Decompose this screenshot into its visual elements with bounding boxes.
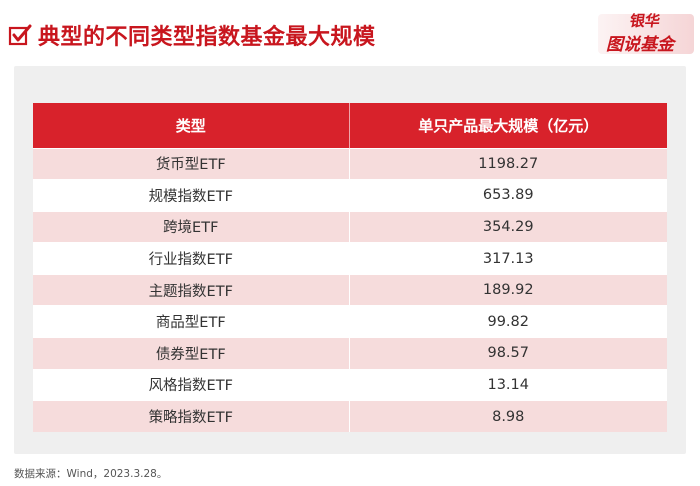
data-source-note: 数据来源：Wind，2023.3.28。 [14,468,168,480]
table-header-row: 类型 单只产品最大规模（亿元） [33,103,667,148]
table-row: 债券型ETF 98.57 [33,337,667,370]
column-header-type: 类型 [33,103,350,148]
logo-background [598,14,694,54]
fund-type-cell: 商品型ETF [33,305,350,338]
page-title: 典型的不同类型指数基金最大规模 [38,25,376,50]
fund-type-cell: 债券型ETF [33,337,350,370]
max-size-cell: 98.57 [349,337,667,370]
max-size-cell: 8.98 [349,400,667,433]
fund-type-cell: 规模指数ETF [33,179,350,212]
fund-type-cell: 风格指数ETF [33,368,350,401]
fund-type-cell: 行业指数ETF [33,242,350,275]
fund-type-cell: 跨境ETF [33,210,350,243]
column-header-max-size: 单只产品最大规模（亿元） [349,103,667,148]
fund-type-cell: 策略指数ETF [33,400,350,433]
max-size-cell: 653.89 [349,179,667,212]
table-row: 策略指数ETF 8.98 [33,400,667,433]
table-row: 商品型ETF 99.82 [33,305,667,338]
max-size-cell: 189.92 [349,273,667,306]
fund-size-table: 类型 单只产品最大规模（亿元） 货币型ETF 1198.27 规模指数ETF 6… [33,103,667,433]
table-row: 跨境ETF 354.29 [33,210,667,243]
fund-type-cell: 主题指数ETF [33,273,350,306]
table-row: 行业指数ETF 317.13 [33,242,667,275]
table-row: 风格指数ETF 13.14 [33,368,667,401]
logo-column-name: 图说基金 [606,35,674,55]
fund-type-cell: 货币型ETF [33,147,350,180]
table-row: 规模指数ETF 653.89 [33,179,667,212]
max-size-cell: 354.29 [349,210,667,243]
max-size-cell: 13.14 [349,368,667,401]
table-row: 主题指数ETF 189.92 [33,273,667,306]
logo-brand-name: 银华 [628,12,662,30]
header: 典型的不同类型指数基金最大规模 银华 图说基金 [0,0,700,70]
checkbox-check-icon [8,24,32,46]
table-row: 货币型ETF 1198.27 [33,147,667,180]
max-size-cell: 317.13 [349,242,667,275]
max-size-cell: 1198.27 [349,147,667,180]
brand-logo: 银华 图说基金 [598,6,694,58]
max-size-cell: 99.82 [349,305,667,338]
